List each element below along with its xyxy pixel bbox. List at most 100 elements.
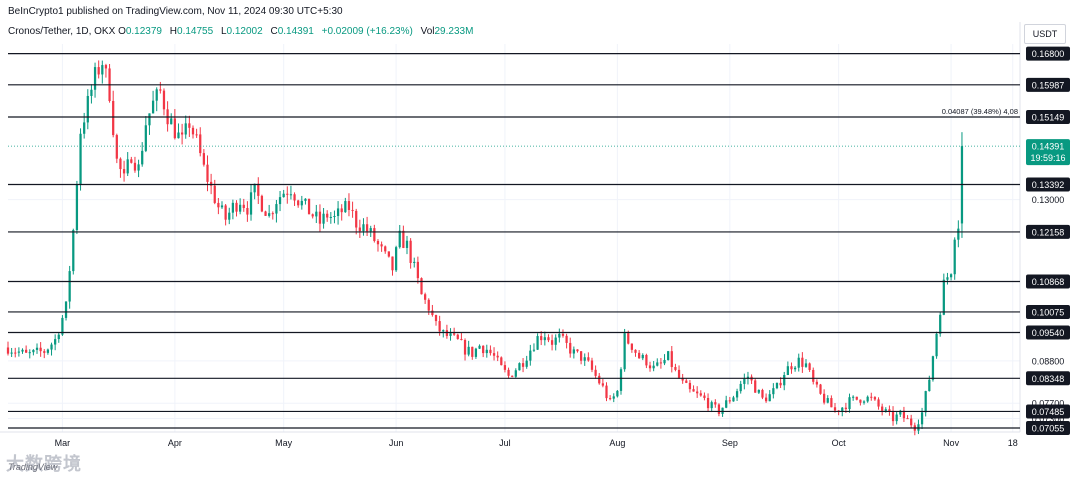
candle-body: [739, 383, 742, 392]
candle-body: [641, 354, 644, 359]
candle-body: [456, 334, 459, 339]
candle-body: [460, 338, 463, 341]
low-label: L: [220, 26, 227, 37]
candle-body: [159, 89, 162, 91]
candle-body: [786, 366, 789, 376]
candle-body: [616, 390, 619, 397]
candle-body: [365, 224, 369, 232]
candle-body: [39, 347, 42, 352]
candle-body: [910, 418, 913, 426]
candle-body: [170, 118, 173, 125]
x-tick-label: Aug: [609, 438, 625, 448]
candle-body: [246, 208, 249, 215]
level-label-bg: [1026, 404, 1070, 419]
candle-body: [703, 395, 706, 398]
candle-body: [906, 418, 909, 420]
candle-body: [819, 384, 822, 394]
candle-body: [576, 349, 579, 352]
candle-body: [891, 410, 895, 422]
candle-body: [550, 340, 554, 345]
candle-body: [866, 396, 869, 402]
candle-body: [768, 394, 771, 402]
change-value: +0.02009 (+16.23%): [321, 26, 413, 37]
candle-body: [376, 240, 380, 245]
candle-body: [213, 185, 216, 203]
candle-body: [489, 349, 492, 354]
candle-body: [61, 317, 64, 335]
candle-body: [202, 153, 205, 165]
candle-body: [115, 135, 118, 159]
level-label: 0.15149: [1032, 113, 1065, 123]
candle-body: [674, 367, 677, 370]
candle-body: [351, 209, 354, 211]
y-tick-label: 0.08800: [1032, 356, 1065, 366]
candle-body: [503, 365, 507, 370]
candle-body: [511, 375, 514, 377]
candle-body: [431, 310, 434, 316]
candle-body: [605, 385, 608, 399]
candle-body: [518, 363, 521, 371]
candle-body: [427, 299, 430, 311]
candle-body: [32, 349, 35, 353]
candle-body: [935, 333, 938, 357]
candle-body: [652, 365, 655, 369]
candle-body: [25, 349, 28, 353]
candle-body: [823, 393, 826, 403]
level-label-bg: [1026, 274, 1070, 289]
symbol-name[interactable]: Cronos/Tether, 1D, OKX: [8, 26, 116, 37]
candle-body: [97, 67, 100, 75]
level-label: 0.09540: [1032, 328, 1065, 338]
candle-body: [278, 197, 282, 205]
candle-body: [688, 382, 692, 390]
candle-body: [732, 397, 735, 402]
candle-body: [815, 381, 818, 385]
candle-body: [775, 382, 779, 389]
candle-body: [884, 409, 887, 411]
open-label: O: [118, 26, 126, 37]
candle-body: [21, 349, 24, 352]
candle-body: [148, 113, 151, 126]
level-label-bg: [1026, 371, 1070, 386]
high-value: 0.14755: [177, 26, 214, 37]
candle-body: [173, 118, 176, 139]
candle-body: [362, 224, 365, 232]
candle-body: [594, 369, 597, 376]
candle-body: [754, 380, 757, 393]
candle-body: [558, 333, 561, 338]
candle-body: [257, 183, 260, 196]
candle-body: [228, 212, 231, 220]
candle-body: [699, 393, 702, 396]
candle-body: [315, 211, 318, 217]
candle-body: [877, 399, 880, 407]
candle-body: [126, 159, 129, 174]
candle-body: [895, 414, 898, 422]
candle-body: [151, 100, 155, 114]
candle-body: [311, 214, 314, 217]
candle-body: [717, 404, 721, 414]
candle-body: [590, 360, 594, 370]
publisher-line: BeInCrypto1 published on TradingView.com…: [8, 6, 343, 17]
x-tick-label: Jul: [499, 438, 511, 448]
current-price-label: 0.14391: [1032, 142, 1065, 152]
candle-body: [424, 294, 427, 300]
level-label-bg: [1026, 224, 1070, 239]
candle-body: [848, 397, 851, 410]
candle-body: [184, 123, 187, 135]
candle-body: [253, 183, 256, 193]
candle-body: [779, 382, 782, 386]
candle-body: [326, 213, 329, 218]
candle-body: [369, 228, 372, 232]
candle-body: [405, 240, 409, 248]
candle-body: [224, 205, 227, 220]
measure-annotation: 0.04087 (39.48%) 4,08: [942, 107, 1018, 116]
candle-body: [438, 321, 441, 332]
volume-label: Vol: [420, 26, 435, 37]
currency-button[interactable]: USDT: [1024, 24, 1066, 44]
candle-body: [10, 352, 13, 354]
candle-body: [579, 351, 583, 361]
watermark-text: 大数跨境: [6, 454, 82, 474]
candle-body: [710, 402, 713, 409]
candle-body: [685, 380, 688, 383]
level-label-bg: [1026, 46, 1070, 61]
